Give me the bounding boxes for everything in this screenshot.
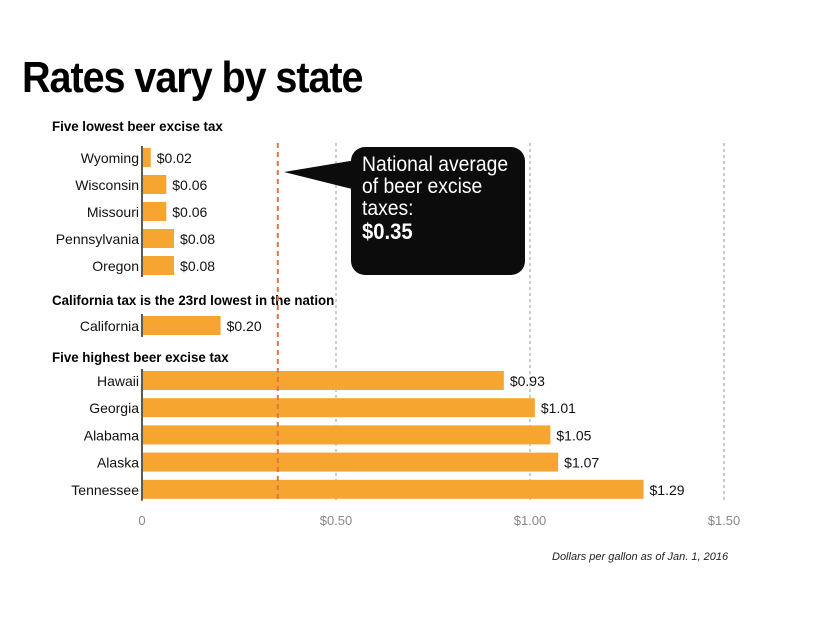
callout-value: $0.35 <box>362 219 413 244</box>
data-label: $1.05 <box>556 427 591 443</box>
data-label: $0.06 <box>172 204 207 220</box>
data-label: $0.02 <box>157 150 192 166</box>
chart-title: Rates vary by state <box>22 53 364 102</box>
bar <box>143 202 167 221</box>
category-label: Hawaii <box>97 373 139 389</box>
category-label: California <box>80 318 139 334</box>
bar <box>143 452 559 472</box>
bar <box>143 425 551 445</box>
data-label: $1.29 <box>650 482 685 498</box>
data-label: $0.08 <box>180 231 215 247</box>
category-label: Alabama <box>84 427 139 443</box>
category-label: Alaska <box>97 455 139 471</box>
section-title-lowest: Five lowest beer excise tax <box>52 118 223 134</box>
data-label: $0.06 <box>172 177 207 193</box>
bar <box>143 148 151 167</box>
section-title-california: California tax is the 23rd lowest in the… <box>52 292 335 308</box>
x-tick-label: $1.00 <box>514 513 547 528</box>
data-label: $0.93 <box>510 373 545 389</box>
x-tick-label: 0 <box>138 513 145 528</box>
category-label: Missouri <box>87 204 139 220</box>
bar <box>143 229 175 248</box>
bar <box>143 175 167 194</box>
bar <box>143 398 535 418</box>
data-label: $1.07 <box>564 455 599 471</box>
callout-pointer <box>284 160 356 190</box>
bar <box>143 316 221 335</box>
bar <box>143 256 175 275</box>
callout-text: National average of beer excise taxes: <box>362 153 509 220</box>
national-average-callout: National average of beer excise taxes: $… <box>351 147 525 275</box>
category-label: Oregon <box>92 258 139 274</box>
category-label: Tennessee <box>71 482 139 498</box>
section-title-highest: Five highest beer excise tax <box>52 349 229 365</box>
data-label: $0.08 <box>180 258 215 274</box>
data-label: $0.20 <box>227 318 262 334</box>
data-label: $1.01 <box>541 400 576 416</box>
bar <box>143 371 504 390</box>
bar <box>143 479 644 499</box>
category-label: Wisconsin <box>75 177 139 193</box>
footnote: Dollars per gallon as of Jan. 1, 2016 <box>552 551 729 563</box>
x-tick-label: $1.50 <box>708 513 741 528</box>
category-label: Georgia <box>89 400 139 416</box>
category-label: Wyoming <box>81 150 139 166</box>
category-label: Pennsylvania <box>56 231 139 247</box>
x-tick-label: $0.50 <box>320 513 353 528</box>
